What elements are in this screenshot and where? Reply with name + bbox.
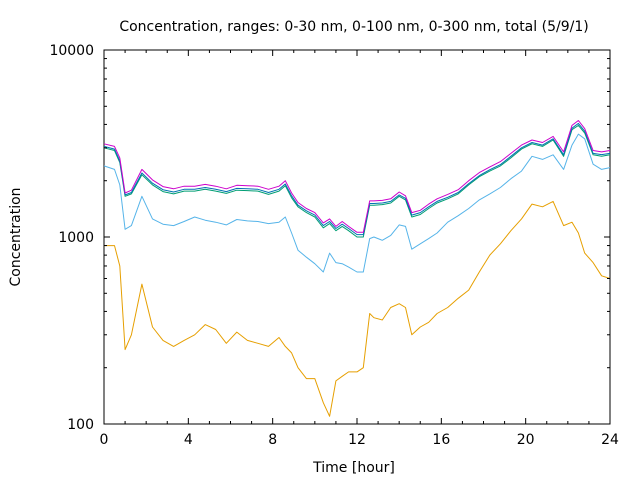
x-tick-label: 0 bbox=[100, 432, 109, 448]
series-line-1 bbox=[104, 200, 611, 417]
series-line-3 bbox=[103, 124, 611, 238]
series-line-5 bbox=[103, 120, 611, 233]
ticks-layer: 0 4 8 12 16 20 24 100 1000 10000 bbox=[49, 43, 619, 448]
x-tick-label: 24 bbox=[601, 432, 619, 448]
x-tick-label: 4 bbox=[184, 432, 193, 448]
y-axis-label: Concentration bbox=[8, 187, 24, 286]
series-line-4 bbox=[103, 122, 611, 236]
y-tick-label: 100 bbox=[67, 417, 94, 433]
x-tick-label: 20 bbox=[517, 432, 535, 448]
x-tick-label: 16 bbox=[432, 432, 450, 448]
series-line-2 bbox=[103, 133, 611, 273]
x-tick-label: 8 bbox=[268, 432, 277, 448]
y-tick-label: 10000 bbox=[49, 43, 94, 59]
chart-title: Concentration, ranges: 0-30 nm, 0-100 nm… bbox=[119, 19, 588, 35]
series-layer bbox=[103, 120, 611, 417]
x-tick-label: 12 bbox=[348, 432, 366, 448]
x-axis-label: Time [hour] bbox=[312, 460, 395, 476]
y-tick-label: 1000 bbox=[58, 230, 94, 246]
